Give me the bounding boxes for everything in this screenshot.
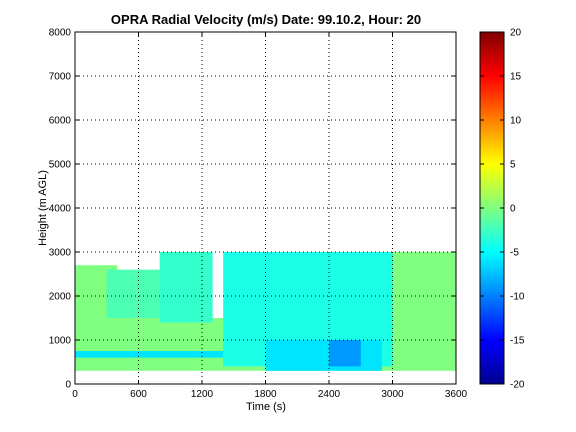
- x-axis: 0 600 1200 1800 2400 3000 3600: [72, 32, 468, 400]
- y-tick-label: 2000: [49, 292, 72, 303]
- x-tick-label: 3000: [381, 389, 404, 400]
- x-tick-label: 1800: [254, 389, 277, 400]
- colorbar-tick-label: 5: [510, 160, 516, 171]
- heatmap-region: [392, 252, 456, 358]
- y-tick-label: 4000: [49, 204, 72, 215]
- x-tick-label: 1200: [191, 389, 214, 400]
- y-tick-label: 8000: [49, 28, 72, 39]
- colorbar-tick-label: -20: [510, 380, 525, 391]
- x-axis-label: Time (s): [246, 401, 286, 413]
- heatmap-region: [329, 340, 361, 367]
- heatmap-region: [265, 340, 382, 371]
- x-tick-label: 2400: [318, 389, 341, 400]
- y-tick-label: 1000: [49, 336, 72, 347]
- grid: [75, 32, 456, 384]
- colorbar-tick-label: 10: [510, 116, 522, 127]
- colorbar-tick-label: -15: [510, 336, 525, 347]
- y-axis-label: Height (m AGL): [37, 170, 49, 246]
- y-tick-label: 6000: [49, 116, 72, 127]
- colorbar-tick-label: 20: [510, 28, 522, 39]
- colorbar-ticks: 20 15 10 5 0 -5 -10 -15 -20: [480, 28, 525, 391]
- y-tick-label: 0: [65, 380, 71, 391]
- x-tick-label: 600: [130, 389, 147, 400]
- colorbar-tick-label: 15: [510, 72, 522, 83]
- chart-title: OPRA Radial Velocity (m/s) Date: 99.10.2…: [111, 12, 421, 27]
- y-axis: 0 1000 2000 3000 4000 5000 6000 7000 8000: [49, 28, 456, 391]
- colorbar-tick-label: -10: [510, 292, 525, 303]
- y-tick-label: 7000: [49, 72, 72, 83]
- x-tick-label: 3600: [445, 389, 468, 400]
- colorbar-tick-label: 0: [510, 204, 516, 215]
- y-tick-label: 3000: [49, 248, 72, 259]
- y-tick-label: 5000: [49, 160, 72, 171]
- x-tick-label: 0: [72, 389, 78, 400]
- colorbar-tick-label: -5: [510, 248, 519, 259]
- heatmap-region: [159, 252, 213, 323]
